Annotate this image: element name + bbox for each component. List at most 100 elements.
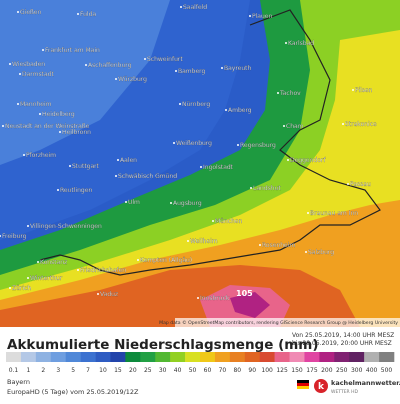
- region: Bayern: [7, 378, 30, 386]
- city-label: Freiburg: [2, 233, 27, 240]
- border: [39, 9, 381, 276]
- logo-text: k: [318, 382, 325, 392]
- city-label: Pforzheim: [26, 152, 56, 159]
- city-label: Ingolstadt: [203, 164, 234, 171]
- legend-tick: 70: [219, 367, 227, 374]
- city-dot: [115, 175, 117, 177]
- color-swatch: [50, 352, 66, 362]
- city-dot: [115, 78, 117, 80]
- city-label: Fulda: [80, 11, 96, 18]
- city-label: Aalen: [120, 157, 137, 164]
- city-dot: [180, 6, 182, 8]
- color-swatch: [379, 352, 395, 362]
- city-dot: [59, 131, 61, 133]
- color-swatch: [125, 352, 141, 362]
- city-dot: [225, 109, 227, 111]
- city-label: Weilheim: [190, 238, 218, 245]
- color-swatch: [140, 352, 156, 362]
- city-dot: [342, 123, 344, 125]
- city-label: Cham: [286, 123, 304, 130]
- city-dot: [307, 212, 309, 214]
- legend-tick: 20: [129, 367, 137, 374]
- legend-tick: 0.1: [9, 367, 19, 374]
- city-label: München: [215, 218, 243, 225]
- color-swatch: [65, 352, 81, 362]
- city-label: Bamberg: [178, 68, 205, 75]
- legend-tick: 250: [336, 367, 348, 374]
- city-dot: [17, 103, 19, 105]
- color-swatch: [334, 352, 350, 362]
- city-label: Würzburg: [118, 76, 147, 83]
- color-swatch: [35, 352, 52, 362]
- city-dot: [352, 89, 354, 91]
- legend-tick: 175: [306, 367, 318, 374]
- city-dot: [250, 187, 252, 189]
- city-label: Weißenburg: [176, 140, 212, 147]
- city-label: Braunau am Inn: [310, 210, 358, 217]
- city-dot: [259, 244, 261, 246]
- color-swatch: [229, 352, 246, 362]
- city-label: Friedrichshafen: [80, 267, 126, 274]
- city-dot: [212, 220, 214, 222]
- city-label: Neustadt an der Weinstraße: [5, 123, 90, 130]
- legend-tick: 5: [71, 367, 75, 374]
- legend-tick: 90: [248, 367, 256, 374]
- attribution: Map data © OpenStreetMap contributors, r…: [159, 319, 398, 326]
- city-label: Schwäbisch Gmünd: [118, 173, 177, 180]
- city-labels: Gießen Fulda Saalfeld Plauen Frankfurt am Ma…: [0, 4, 377, 302]
- color-swatch: [200, 352, 216, 362]
- city-label: Kempten (Allgäu): [140, 257, 192, 264]
- city-label: Nürnberg: [182, 101, 210, 108]
- color-swatch: [20, 352, 37, 362]
- city-dot: [37, 261, 39, 263]
- city-label: Mannheim: [20, 101, 52, 108]
- city-dot: [287, 159, 289, 161]
- city-dot: [283, 125, 285, 127]
- color-swatch: [274, 352, 290, 362]
- city-label: Winterthur: [30, 275, 63, 282]
- city-label: Salzburg: [308, 249, 334, 256]
- city-label: Schweinfurt: [147, 56, 183, 63]
- city-dot: [347, 183, 349, 185]
- city-label: Frankfurt am Main: [45, 47, 100, 54]
- city-dot: [77, 13, 79, 15]
- color-swatch: [214, 352, 231, 362]
- legend-tick: 3: [56, 367, 60, 374]
- map: 105 Gießen Fulda Saalfeld Plauen Frankfurt a…: [0, 0, 400, 327]
- city-dot: [179, 103, 181, 105]
- legend-title: Akkumulierte Niederschlagsmenge (mm): [7, 337, 319, 353]
- color-swatch: [364, 352, 380, 362]
- color-swatch: [304, 352, 320, 362]
- city-label: Pilsen: [355, 87, 373, 94]
- color-swatch: [110, 352, 126, 362]
- colorbar: 0.1 1 2 3 5 7 10 15 20 25 30 40 50 60 70 80 90 100 125 150 1…: [6, 352, 395, 374]
- city-dot: [0, 235, 1, 237]
- legend-tick: 200: [321, 367, 333, 374]
- brand-sub: WETTER HD: [331, 389, 358, 395]
- city-label: Aschaffenburg: [88, 62, 132, 69]
- period-to: bis 29.05.2019, 20:00 UHR MESZ: [292, 340, 392, 347]
- city-label: Gießen: [20, 9, 41, 16]
- city-label: Stuttgart: [72, 163, 100, 170]
- city-dot: [137, 259, 139, 261]
- legend-tick: 10: [99, 367, 107, 374]
- city-dot: [17, 11, 19, 13]
- color-swatch: [155, 352, 171, 362]
- brand: kachelmannwetter.com: [331, 379, 400, 387]
- city-label: Deggendorf: [290, 157, 326, 164]
- logo: [314, 379, 328, 393]
- city-label: Saalfeld: [183, 4, 207, 11]
- city-label: Villingen-Schwenningen: [30, 223, 102, 230]
- city-label: Regensburg: [240, 142, 276, 149]
- city-label: Rosenheim: [262, 242, 295, 249]
- city-dot: [237, 144, 239, 146]
- city-label: Augsburg: [173, 200, 202, 207]
- rain-area: [230, 292, 270, 318]
- model-run: EuropaHD (5 Tage) vom 25.05.2019/12Z: [7, 388, 139, 396]
- legend-tick: 80: [233, 367, 241, 374]
- city-label: Landshut: [253, 185, 281, 192]
- city-label: Ulm: [128, 199, 140, 206]
- color-swatch: [185, 352, 201, 362]
- legend-tick: 400: [366, 367, 378, 374]
- city-label: Darmstadt: [22, 71, 54, 78]
